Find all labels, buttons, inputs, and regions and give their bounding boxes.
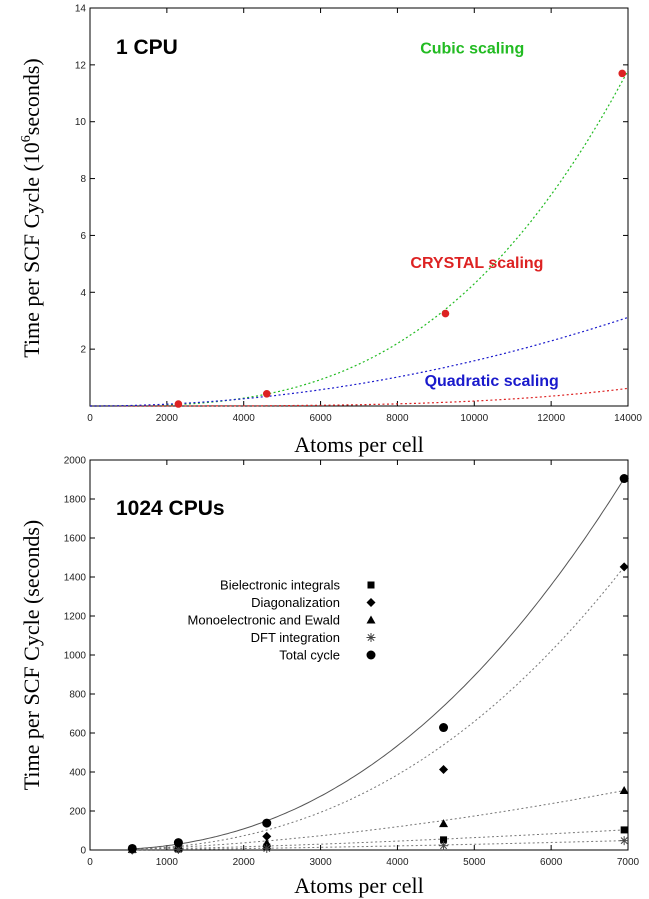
x-tick-label: 3000 bbox=[309, 857, 332, 868]
annotation-crystal-scaling: CRYSTAL scaling bbox=[410, 255, 543, 272]
fit-curve-dft-integration bbox=[132, 840, 625, 851]
chart-1024cpus: 0 1000 2000 3000 4000 5000 6000 7000 0 200 400 600 8… bbox=[19, 456, 640, 899]
y-tick-label: 1800 bbox=[64, 495, 87, 506]
annotations-1cpu: Cubic scaling CRYSTAL scaling Quadratic sc… bbox=[410, 40, 558, 390]
asterisk-data-point bbox=[262, 843, 272, 853]
crystal-data-point bbox=[618, 69, 627, 78]
x-tick-label: 4000 bbox=[386, 857, 409, 868]
circle-data-point bbox=[619, 474, 629, 484]
y-tick-label: 6 bbox=[80, 231, 86, 242]
circle-data-point bbox=[127, 843, 137, 853]
triangle-data-point bbox=[619, 786, 629, 795]
legend-label-total-cycle: Total cycle bbox=[279, 648, 340, 663]
asterisk-data-point bbox=[439, 841, 449, 851]
legend-label-dft-integration: DFT integration bbox=[251, 630, 340, 645]
x-tick-label: 0 bbox=[87, 413, 93, 424]
x-tick-label: 1000 bbox=[156, 857, 179, 868]
legend-label-diagonalization: Diagonalization bbox=[251, 595, 340, 610]
fit-curve-diagonalization bbox=[132, 566, 625, 850]
square-data-point bbox=[440, 836, 448, 844]
y-tick-label: 800 bbox=[69, 690, 86, 701]
legend-triangle-icon bbox=[366, 615, 376, 624]
crystal-data-point bbox=[441, 309, 450, 318]
y-tick-label: 600 bbox=[69, 729, 86, 740]
ticks-1cpu: 0 2000 4000 6000 8000 10000 12000 14000 2 4 6 8 10 12… bbox=[75, 4, 642, 425]
y-tick-label: 14 bbox=[75, 4, 87, 15]
annotation-cubic-scaling: Cubic scaling bbox=[420, 40, 524, 57]
x-tick-label: 8000 bbox=[386, 413, 409, 424]
y-tick-label: 1200 bbox=[64, 612, 87, 623]
y-tick-label: 1600 bbox=[64, 534, 87, 545]
square-data-point bbox=[620, 826, 628, 834]
legend-asterisk-icon bbox=[366, 633, 376, 642]
y-axis-title-1cpu-tail: seconds) bbox=[19, 58, 44, 135]
legend-circle-icon bbox=[366, 650, 376, 660]
fit-curves-1024cpus bbox=[132, 478, 625, 851]
fit-curve-total-cycle bbox=[132, 478, 625, 850]
x-tick-label: 6000 bbox=[309, 413, 332, 424]
chart-title-1024cpus: 1024 CPUs bbox=[116, 497, 225, 520]
y-tick-label: 200 bbox=[69, 807, 86, 818]
x-tick-label: 14000 bbox=[614, 413, 642, 424]
legend-diamond-icon bbox=[366, 598, 376, 607]
x-axis-title-1cpu: Atoms per cell bbox=[294, 432, 424, 457]
annotation-quadratic-scaling: Quadratic scaling bbox=[425, 373, 559, 390]
x-tick-label: 0 bbox=[87, 857, 93, 868]
y-axis-title-1cpu-exponent: 6 bbox=[19, 135, 34, 142]
y-tick-label: 12 bbox=[75, 60, 87, 71]
x-tick-label: 10000 bbox=[460, 413, 488, 424]
x-axis-title-1024cpus: Atoms per cell bbox=[294, 873, 424, 898]
chart-1cpu: 0 2000 4000 6000 8000 10000 12000 14000 2 4 6 8 10 12… bbox=[19, 4, 642, 458]
legend-label-monoelectronic-and-ewald: Monoelectronic and Ewald bbox=[188, 613, 340, 628]
circle-data-point bbox=[439, 723, 449, 733]
x-tick-label: 12000 bbox=[537, 413, 565, 424]
y-tick-label: 2000 bbox=[64, 456, 87, 467]
fit-curve-monoelectronic-and-ewald bbox=[132, 790, 625, 850]
triangle-data-point bbox=[439, 819, 449, 828]
diamond-data-point bbox=[619, 562, 629, 572]
y-tick-label: 2 bbox=[80, 345, 86, 356]
x-tick-label: 5000 bbox=[463, 857, 486, 868]
legend-label-bielectronic-integrals: Bielectronic integrals bbox=[220, 578, 340, 593]
legend-square-icon bbox=[367, 581, 375, 589]
crystal-data-point bbox=[174, 400, 183, 408]
x-tick-label: 7000 bbox=[617, 857, 640, 868]
y-axis-title-1cpu: Time per SCF Cycle (106seconds) bbox=[19, 58, 44, 358]
series-curve-cubic-scaling bbox=[90, 70, 629, 407]
markers-1024cpus bbox=[127, 474, 629, 855]
y-tick-label: 1400 bbox=[64, 573, 87, 584]
y-tick-label: 4 bbox=[80, 288, 86, 299]
x-tick-label: 2000 bbox=[233, 857, 256, 868]
triangle-data-point bbox=[262, 838, 272, 847]
x-tick-label: 4000 bbox=[233, 413, 256, 424]
x-tick-label: 6000 bbox=[540, 857, 563, 868]
legend-1024cpus: Bielectronic integrals Diagonalization Mon… bbox=[188, 578, 376, 663]
plot-frame-1cpu bbox=[89, 7, 629, 407]
curves-1cpu bbox=[90, 70, 629, 407]
diamond-data-point bbox=[439, 764, 449, 774]
y-tick-label: 8 bbox=[80, 174, 86, 185]
plot-frame-1024cpus bbox=[89, 459, 629, 851]
ticks-1024cpus: 0 1000 2000 3000 4000 5000 6000 7000 0 200 400 600 8… bbox=[64, 456, 640, 869]
y-tick-label: 1000 bbox=[64, 651, 87, 662]
y-axis-title-1024cpus: Time per SCF Cycle (seconds) bbox=[19, 520, 44, 791]
y-tick-label: 400 bbox=[69, 768, 86, 779]
circle-data-point bbox=[262, 818, 272, 828]
diamond-data-point bbox=[262, 831, 272, 841]
crystal-data-point bbox=[262, 389, 271, 398]
y-tick-label: 0 bbox=[80, 846, 86, 857]
y-axis-title-1cpu-main: Time per SCF Cycle (10 bbox=[19, 142, 44, 358]
asterisk-data-point bbox=[619, 836, 629, 846]
fit-curve-bielectronic-integrals bbox=[132, 829, 625, 850]
circle-data-point bbox=[173, 838, 183, 848]
y-tick-label: 10 bbox=[75, 117, 87, 128]
points-1cpu bbox=[174, 69, 627, 408]
series-curve-quadratic-scaling bbox=[90, 316, 629, 407]
x-tick-label: 2000 bbox=[156, 413, 179, 424]
chart-title-1cpu: 1 CPU bbox=[116, 36, 178, 59]
